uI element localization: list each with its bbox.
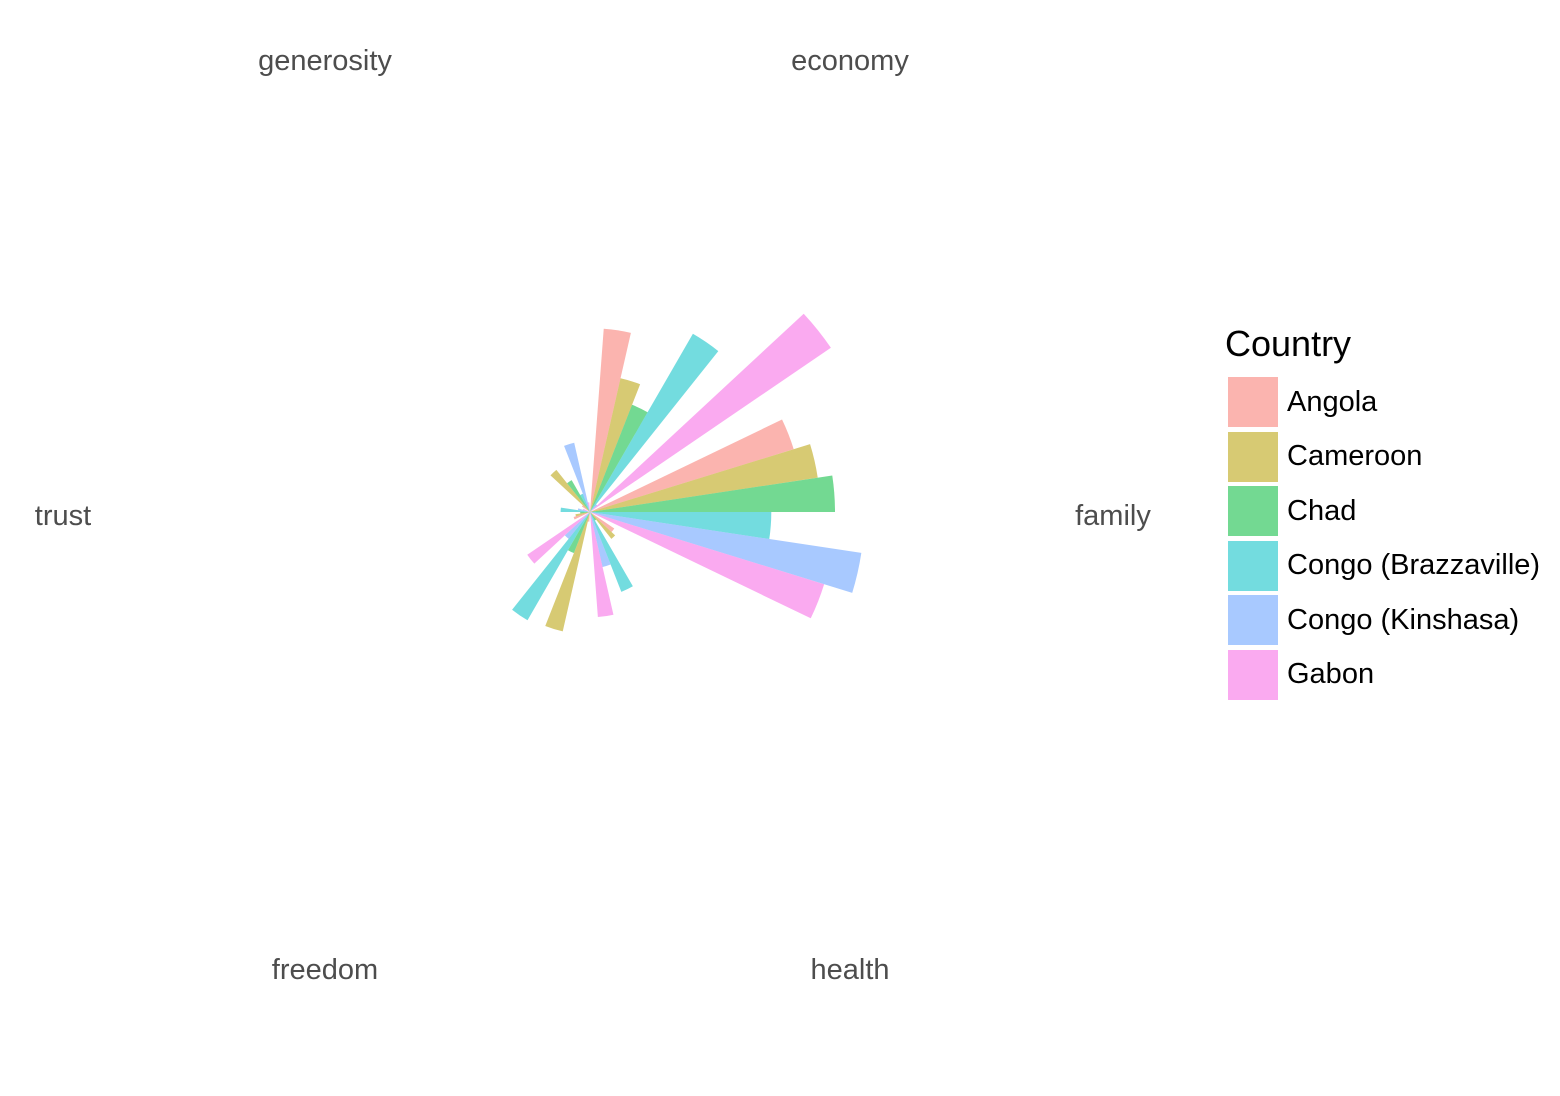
bar-freedom-gabon	[527, 512, 590, 564]
bar-trust-chad	[580, 512, 590, 514]
legend-item: Chad	[1225, 484, 1540, 539]
category-label-freedom: freedom	[272, 954, 378, 986]
bar-economy-chad	[590, 404, 648, 512]
legend-item: Gabon	[1225, 648, 1540, 703]
bar-family-congo-brazzaville	[590, 512, 772, 540]
legend-item: Congo (Kinshasa)	[1225, 593, 1540, 648]
bar-generosity-cameroon	[550, 469, 590, 512]
legend-label: Chad	[1287, 494, 1357, 527]
legend-label: Congo (Kinshasa)	[1287, 603, 1520, 636]
legend-key-swatch	[1228, 540, 1278, 591]
legend-items: Angola Cameroon Chad Congo (Brazzaville) Con…	[1225, 375, 1540, 702]
bar-freedom-cameroon	[545, 512, 590, 632]
legend-label: Cameroon	[1287, 440, 1423, 473]
legend-item: Congo (Brazzaville)	[1225, 539, 1540, 594]
bar-trust-congo-kinshasa	[577, 508, 590, 512]
bar-generosity-congo-brazzaville	[580, 493, 590, 512]
bar-generosity-congo-kinshasa	[564, 442, 590, 512]
bar-generosity-gabon	[587, 502, 590, 512]
legend-key-swatch	[1228, 595, 1278, 646]
legend-item: Cameroon	[1225, 430, 1540, 485]
category-label-family: family	[1075, 500, 1151, 532]
legend-label: Gabon	[1287, 658, 1375, 691]
bar-trust-congo-brazzaville	[560, 507, 590, 512]
bar-freedom-congo-kinshasa	[564, 512, 590, 539]
bar-trust-cameroon	[575, 512, 590, 517]
category-label-health: health	[810, 954, 889, 986]
bar-economy-cameroon	[590, 378, 641, 512]
category-label-economy: economy	[791, 45, 909, 77]
bar-economy-congo-kinshasa	[590, 504, 598, 512]
bar-generosity-chad	[567, 480, 590, 512]
bar-family-gabon	[590, 512, 825, 619]
bar-family-angola	[590, 419, 794, 512]
bar-trust-gabon	[582, 508, 590, 512]
bar-freedom-angola	[587, 512, 590, 522]
bar-generosity-angola	[581, 505, 590, 512]
category-labels: economy family health freedom trust generosit…	[35, 45, 1152, 986]
category-label-generosity: generosity	[258, 45, 392, 77]
bar-health-congo-brazzaville	[590, 512, 633, 592]
legend-key-swatch	[1228, 431, 1278, 482]
legend-title: Country	[1225, 323, 1352, 364]
bar-health-cameroon	[590, 512, 616, 539]
legend-label: Congo (Brazzaville)	[1287, 549, 1541, 582]
legend-item: Angola	[1225, 375, 1540, 430]
bar-freedom-chad	[567, 512, 590, 554]
bar-family-congo-kinshasa	[590, 512, 862, 593]
legend-key-swatch	[1228, 649, 1278, 700]
bar-economy-congo-brazzaville	[590, 333, 719, 512]
bar-health-gabon	[590, 512, 614, 618]
legend: Country Angola Cameroon Chad Congo (Brazzav…	[1225, 323, 1540, 702]
chart-bars	[512, 313, 862, 632]
bar-freedom-congo-brazzaville	[512, 512, 590, 621]
bar-family-chad	[590, 475, 835, 512]
bar-economy-gabon	[590, 313, 831, 512]
legend-key-swatch	[1228, 377, 1278, 428]
legend-key-swatch	[1228, 486, 1278, 537]
bar-trust-angola	[573, 512, 590, 520]
bar-health-congo-kinshasa	[590, 512, 611, 567]
category-label-trust: trust	[35, 500, 91, 532]
bar-health-chad	[590, 512, 597, 521]
bar-family-cameroon	[590, 444, 818, 512]
legend-label: Angola	[1287, 385, 1378, 418]
bar-health-angola	[590, 512, 615, 532]
bar-economy-angola	[590, 328, 631, 512]
